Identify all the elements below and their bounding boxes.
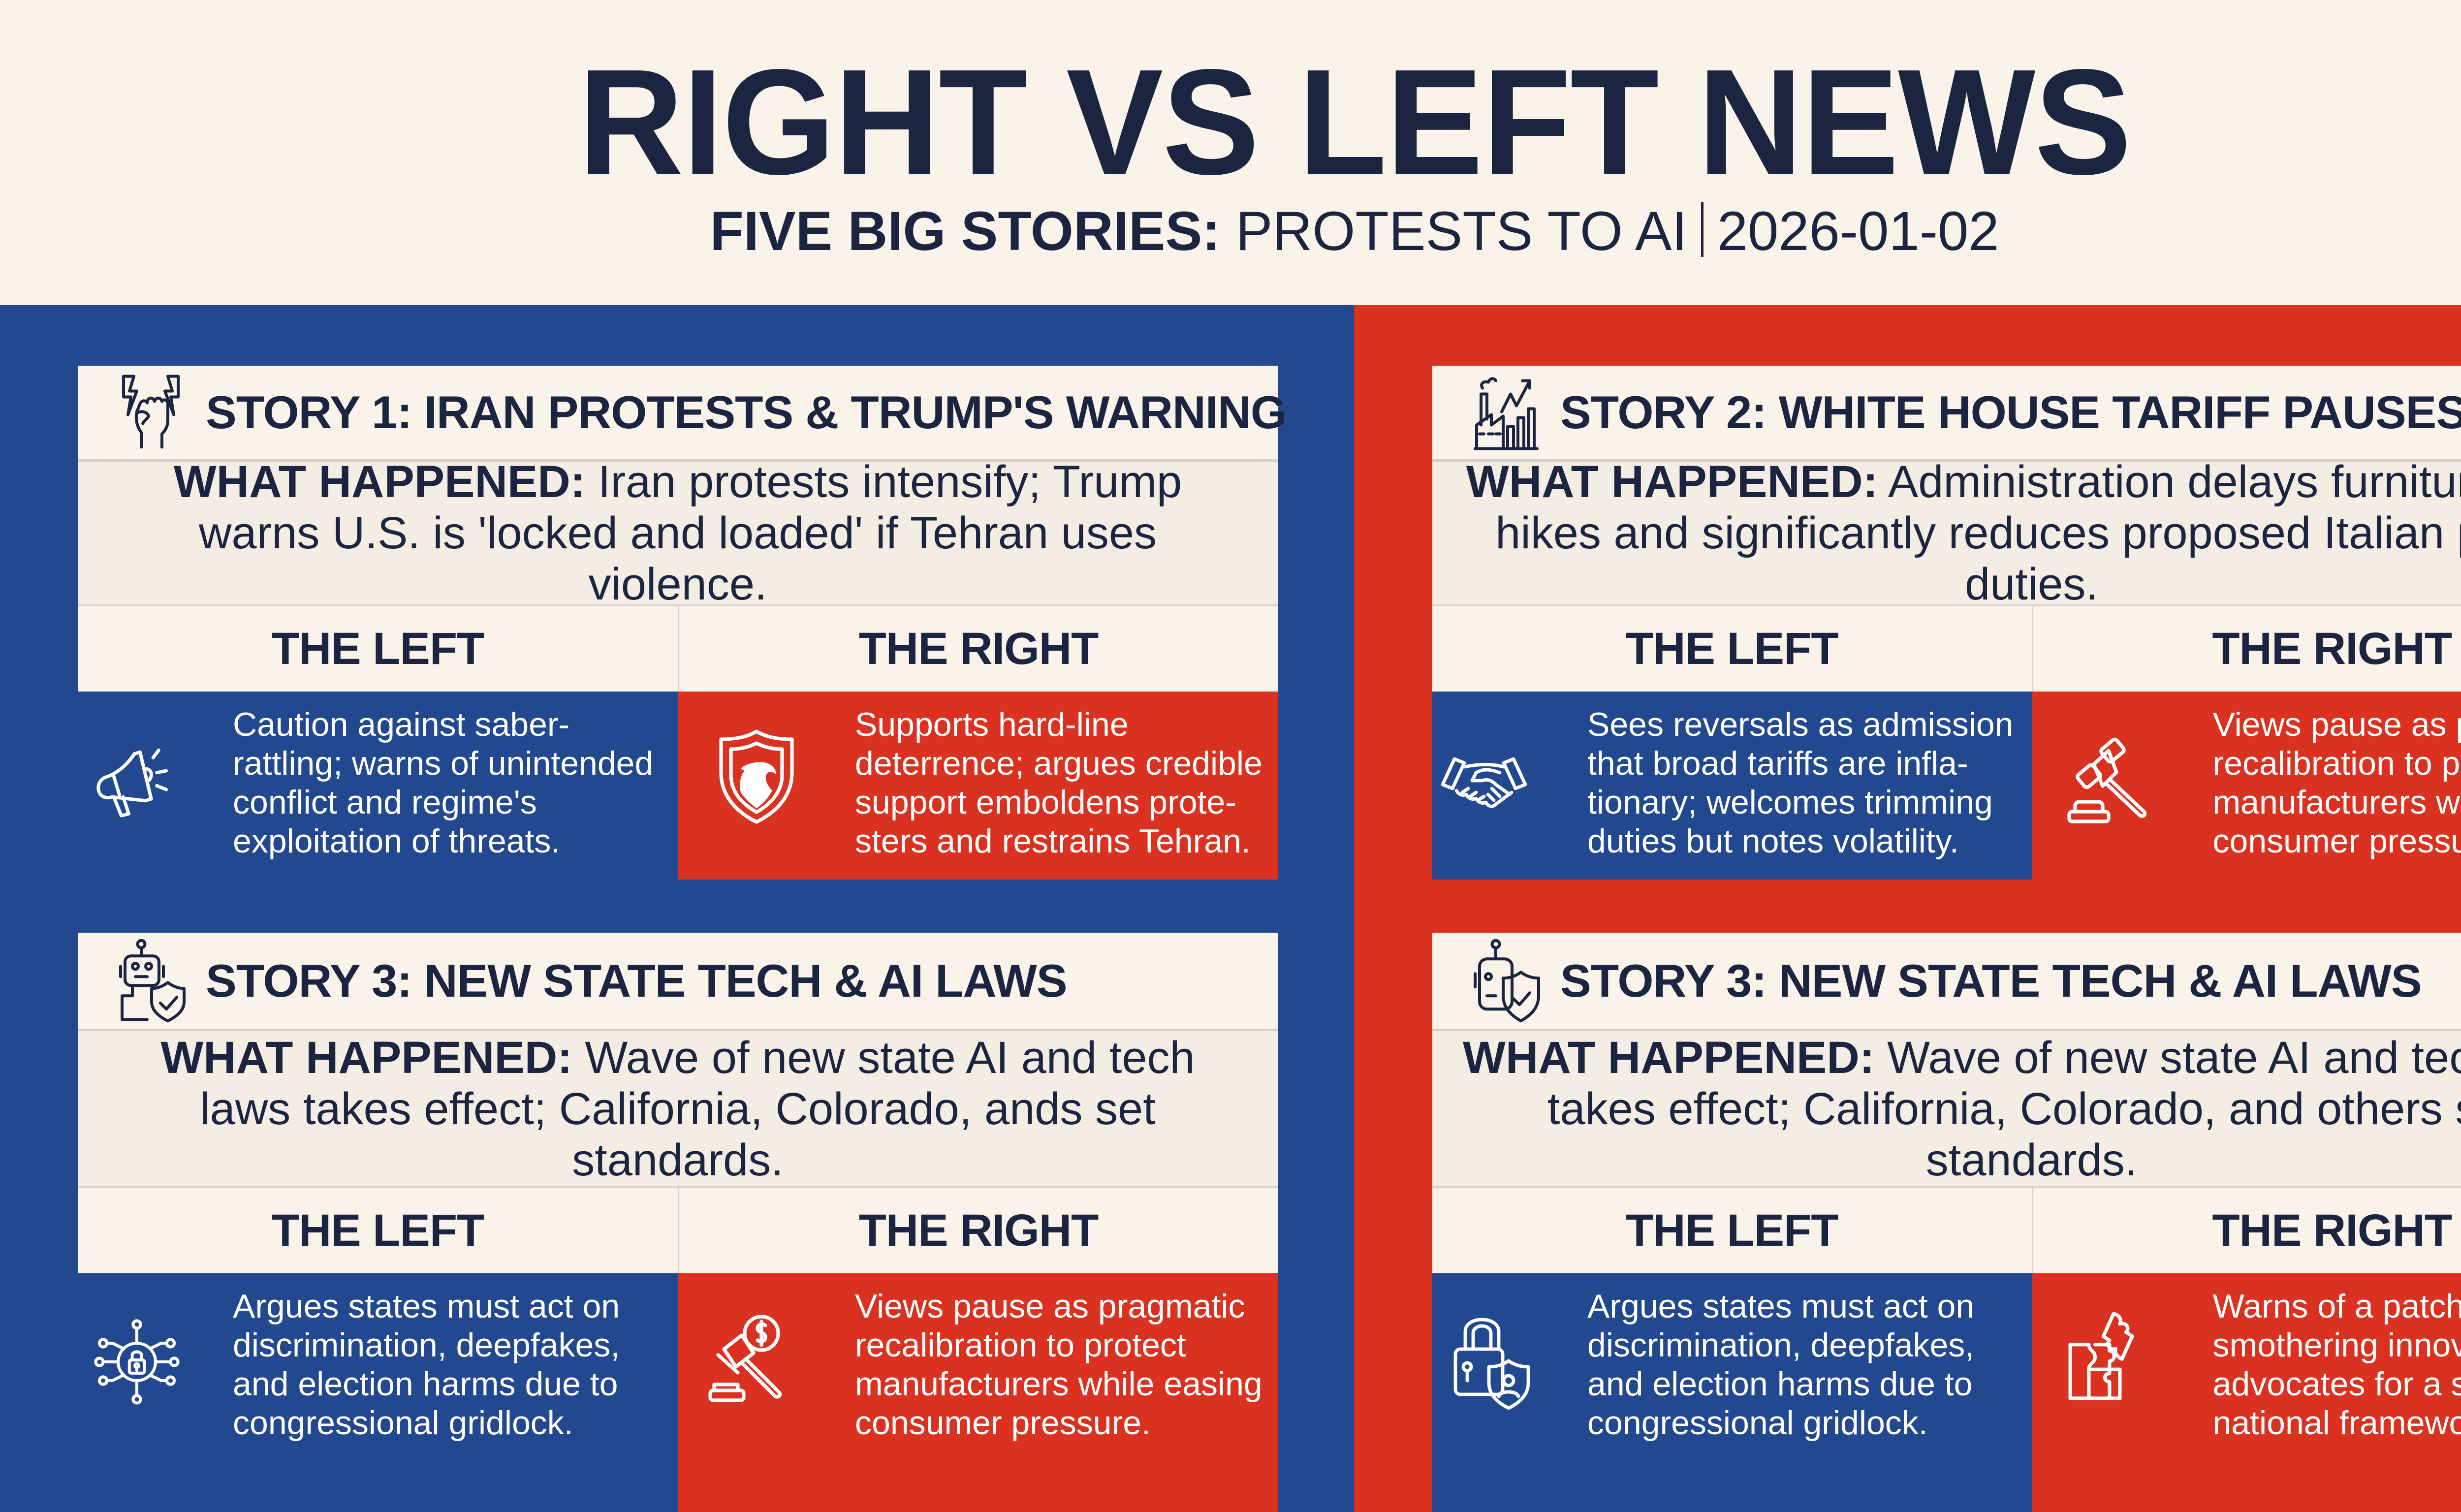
right-view: Warns of a patchwork smothering innovati… xyxy=(2031,1273,2461,1512)
gavel-dollar-icon xyxy=(702,1308,801,1406)
right-view-text: Views pause as pragmatic recalibration t… xyxy=(2212,706,2461,860)
left-view: Argues states must act on discrimination… xyxy=(1432,1273,2032,1512)
what-happened-text: Wave of new state AI and tech laws takes… xyxy=(1547,1032,2461,1185)
left-view: Caution against saber- rattling; warns o… xyxy=(78,692,678,880)
story-title-row: STORY 3: NEW STATE TECH & AI LAWS xyxy=(1432,933,2461,1031)
what-happened-text: Wave of new state AI and tech laws takes… xyxy=(200,1032,1195,1185)
story-card-3: STORY 3: NEW STATE TECH & AI LAWS WHAT H… xyxy=(78,933,1278,1512)
sides-header: THE LEFT THE RIGHT xyxy=(78,604,1278,692)
what-happened: WHAT HAPPENED: Iran protests intensify; … xyxy=(78,457,1278,609)
subtitle-strong: FIVE BIG STORIES: xyxy=(710,200,1221,262)
left-header: THE LEFT xyxy=(271,624,485,674)
sides-header: THE LEFT THE RIGHT xyxy=(78,1186,1278,1273)
right-view-text: Views pause as pragmatic recalibration t… xyxy=(855,1288,1262,1442)
left-view: Argues states must act on discrimination… xyxy=(78,1273,678,1512)
sides-body: Caution against saber- rattling; warns o… xyxy=(78,692,1278,880)
robot-shield-icon xyxy=(107,937,196,1025)
network-lock-icon xyxy=(88,1313,186,1411)
left-header: THE LEFT xyxy=(1625,624,1839,674)
story-title: STORY 1: IRAN PROTESTS & TRUMP'S WARNING xyxy=(206,386,1287,438)
what-happened: WHAT HAPPENED: Wave of new state AI and … xyxy=(78,1031,1278,1186)
right-header: THE RIGHT xyxy=(678,606,1278,692)
what-happened: WHAT HAPPENED: Wave of new state AI and … xyxy=(1432,1031,2461,1186)
sides-header: THE LEFT THE RIGHT xyxy=(1432,1186,2461,1273)
subtitle-date: 2026-01-02 xyxy=(1717,200,1999,262)
what-happened-text: Iran protests intensify; Trump warns U.S… xyxy=(198,457,1182,609)
story-title-row: STORY 3: NEW STATE TECH & AI LAWS xyxy=(78,933,1278,1031)
right-view-text: Supports hard-line deterrence; argues cr… xyxy=(855,706,1262,860)
padlock-user-shield-icon xyxy=(1445,1310,1543,1410)
story-title: STORY 2: WHITE HOUSE TARIFF PAUSES xyxy=(1560,386,2461,438)
what-happened-label: WHAT HAPPENED: xyxy=(1463,1032,1875,1083)
subtitle: FIVE BIG STORIES: PROTESTS TO AI 2026-01-… xyxy=(0,199,2461,263)
what-happened-text: Administration delays furniture tariff h… xyxy=(1495,457,2461,609)
sides-body: Sees reversals as admission that broad t… xyxy=(1432,692,2461,880)
right-header: THE RIGHT xyxy=(2031,1188,2461,1273)
page-title: RIGHT VS LEFT NEWS xyxy=(578,38,2132,206)
what-happened-label: WHAT HAPPENED: xyxy=(1466,457,1878,507)
left-view-text: Sees reversals as admission that broad t… xyxy=(1587,706,2014,860)
story-card-2: STORY 2: WHITE HOUSE TARIFF PAUSES WHAT … xyxy=(1432,366,2461,880)
subtitle-divider xyxy=(1701,202,1704,257)
left-view-text: Argues states must act on discrimination… xyxy=(233,1288,620,1442)
megaphone-icon xyxy=(85,731,184,829)
raised-fist-lightning-icon xyxy=(107,368,196,457)
story-title: STORY 3: NEW STATE TECH & AI LAWS xyxy=(206,954,1068,1007)
left-view-text: Caution against saber- rattling; warns o… xyxy=(233,706,654,860)
story-title: STORY 3: NEW STATE TECH & AI LAWS xyxy=(1560,954,2422,1007)
sides-header: THE LEFT THE RIGHT xyxy=(1432,604,2461,692)
what-happened: WHAT HAPPENED: Administration delays fur… xyxy=(1432,457,2461,609)
header: RIGHT VS LEFT NEWS FIVE BIG STORIES: PRO… xyxy=(0,0,2461,305)
story-title-row: STORY 2: WHITE HOUSE TARIFF PAUSES xyxy=(1432,366,2461,462)
right-view-text: Warns of a patchwork smothering innovati… xyxy=(2212,1288,2461,1442)
left-header: THE LEFT xyxy=(271,1205,485,1256)
handshake-icon xyxy=(1435,731,1533,829)
sides-body: Argues states must act on discrimination… xyxy=(78,1273,1278,1512)
left-view-text: Argues states must act on discrimination… xyxy=(1587,1288,1975,1442)
left-header: THE LEFT xyxy=(1625,1205,1839,1256)
subtitle-topic: PROTESTS TO AI xyxy=(1235,200,1687,262)
robot-shield-icon xyxy=(1462,937,1550,1025)
eagle-shield-icon xyxy=(707,726,806,824)
story-card-4: STORY 3: NEW STATE TECH & AI LAWS WHAT H… xyxy=(1432,933,2461,1512)
right-view: Supports hard-line deterrence; argues cr… xyxy=(678,692,1278,880)
left-view: Sees reversals as admission that broad t… xyxy=(1432,692,2032,880)
what-happened-label: WHAT HAPPENED: xyxy=(160,1032,572,1083)
story-card-1: STORY 1: IRAN PROTESTS & TRUMP'S WARNING… xyxy=(78,366,1287,880)
factory-chart-icon xyxy=(1462,368,1550,457)
right-header: THE RIGHT xyxy=(678,1188,1278,1273)
puzzle-pieces-icon xyxy=(2061,1308,2160,1406)
story-title-row: STORY 1: IRAN PROTESTS & TRUMP'S WARNING xyxy=(78,366,1287,462)
right-view: Views pause as pragmatic recalibration t… xyxy=(2031,692,2461,880)
sides-body: Argues states must act on discrimination… xyxy=(1432,1273,2461,1512)
gavel-icon xyxy=(2061,731,2160,829)
what-happened-label: WHAT HAPPENED: xyxy=(173,457,586,507)
right-view: Views pause as pragmatic recalibration t… xyxy=(678,1273,1278,1512)
right-header: THE RIGHT xyxy=(2031,606,2461,692)
